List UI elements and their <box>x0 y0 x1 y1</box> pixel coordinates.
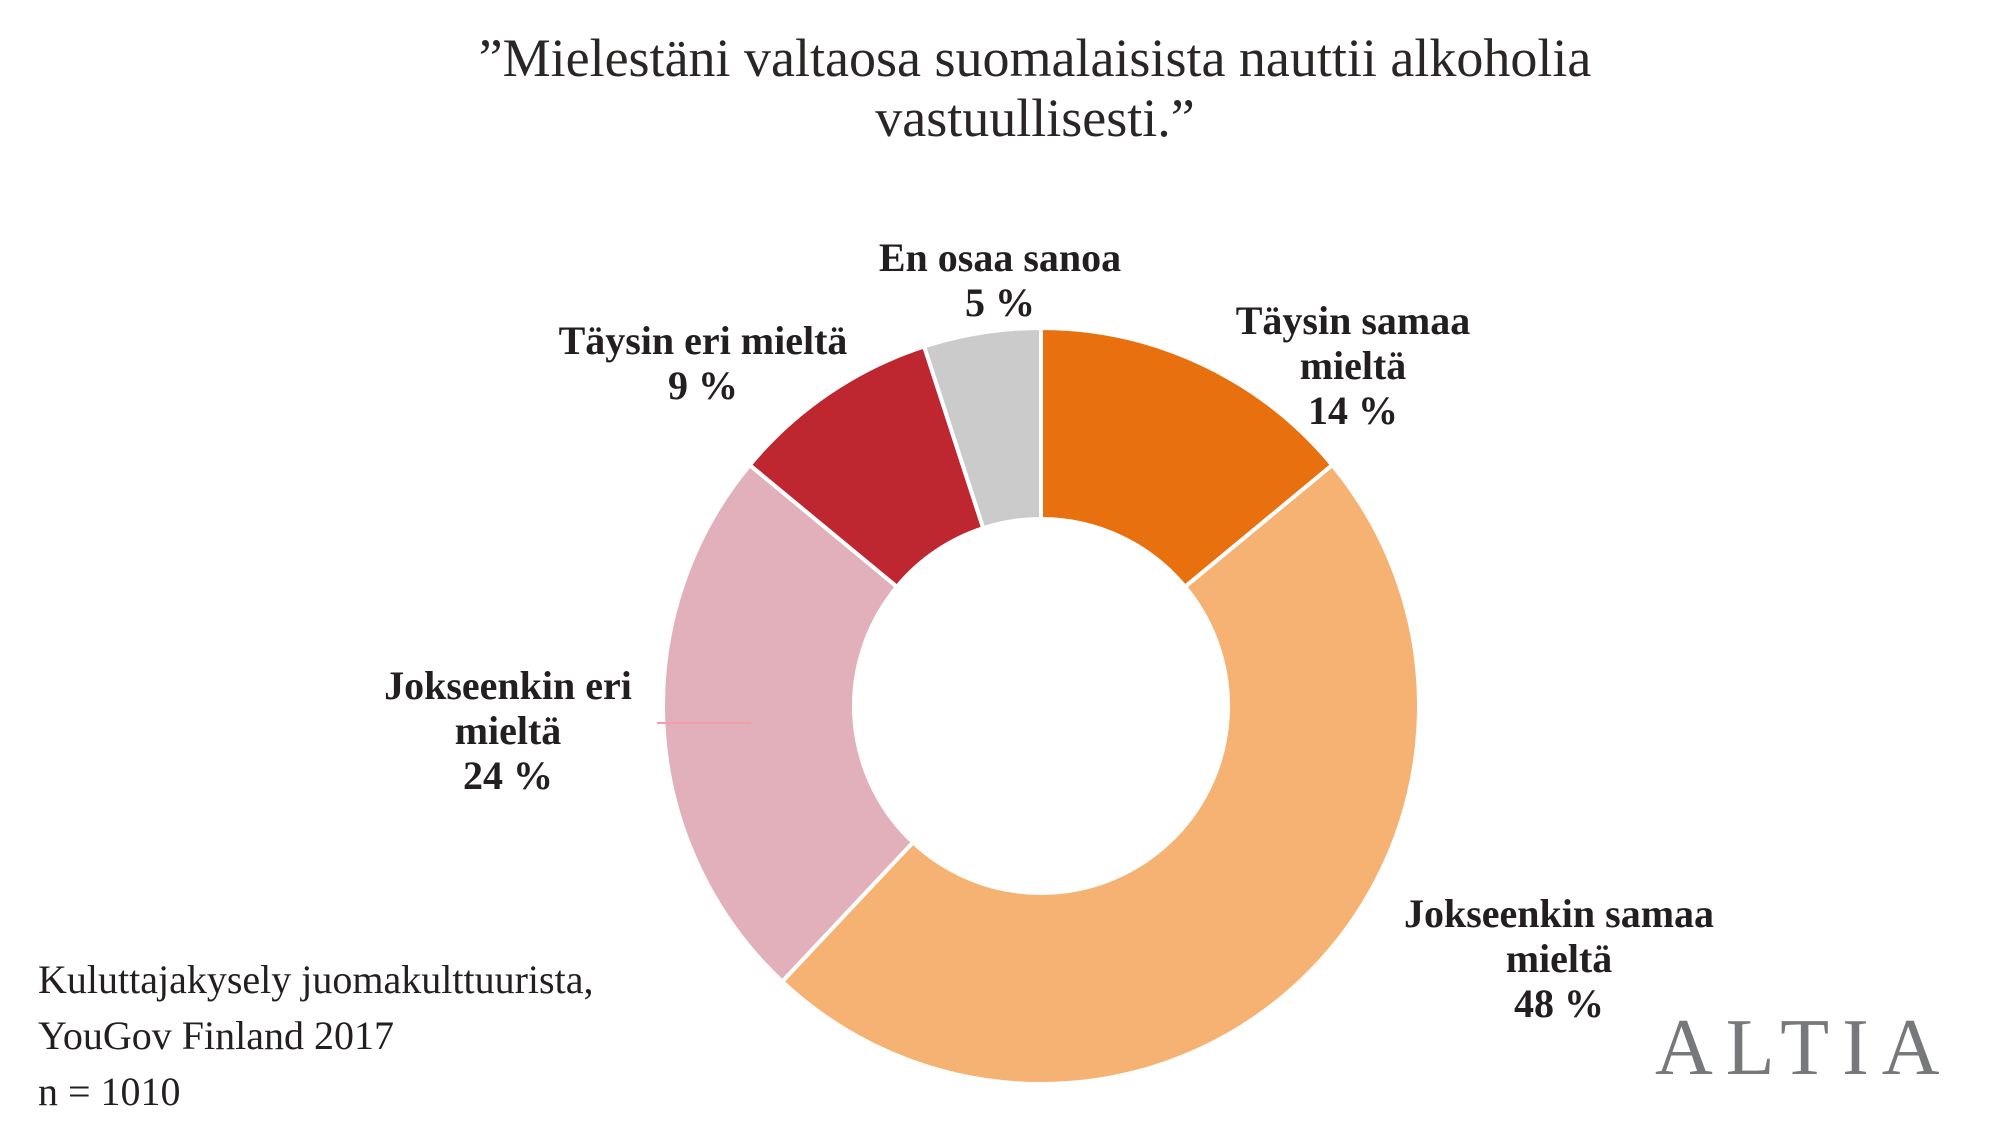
source-note-line1: Kuluttajakysely juomakulttuurista, <box>38 957 594 1002</box>
donut-chart <box>660 325 1422 1087</box>
source-note: Kuluttajakysely juomakulttuurista, YouGo… <box>38 952 593 1120</box>
donut-segment <box>661 462 916 985</box>
callout-taysin-eri-mielta-value: 9 % <box>668 363 738 408</box>
sample-size: n = 1010 <box>38 1069 181 1114</box>
callout-en-osaa-sanoa-label: En osaa sanoa <box>878 235 1122 280</box>
callout-jokseenkin-samaa-mielta: Jokseenkin samaa mieltä 48 % <box>1369 891 1749 1026</box>
leader-line-jokseenkin-eri <box>657 722 751 724</box>
callout-jokseenkin-eri-mielta: Jokseenkin eri mieltä 24 % <box>348 663 668 798</box>
callout-taysin-eri-mielta-label: Täysin eri mieltä <box>558 318 848 363</box>
donut-segment <box>921 325 1043 531</box>
donut-svg <box>661 325 1421 1086</box>
callout-en-osaa-sanoa: En osaa sanoa 5 % <box>800 235 1200 325</box>
source-note-line2: YouGov Finland 2017 <box>38 1013 394 1058</box>
callout-jokseenkin-eri-mielta-label: Jokseenkin eri mieltä <box>384 663 632 753</box>
callout-taysin-eri-mielta: Täysin eri mieltä 9 % <box>503 318 903 408</box>
donut-segment <box>1039 325 1336 590</box>
callout-jokseenkin-samaa-mielta-label: Jokseenkin samaa mieltä <box>1403 891 1715 981</box>
callout-taysin-samaa-mielta: Täysin samaa mieltä 14 % <box>1203 298 1503 433</box>
callout-taysin-samaa-mielta-value: 14 % <box>1308 388 1398 433</box>
altia-logo: ALTIA <box>1655 1004 1953 1092</box>
chart-title-line1: ”Mielestäni valtaosa suomalaisista nautt… <box>478 28 1592 88</box>
donut-segment <box>779 462 1421 1086</box>
chart-title: ”Mielestäni valtaosa suomalaisista nautt… <box>315 28 1755 148</box>
chart-title-line2: vastuullisesti.” <box>875 88 1195 148</box>
callout-en-osaa-sanoa-value: 5 % <box>965 280 1035 325</box>
callout-jokseenkin-eri-mielta-value: 24 % <box>463 753 553 798</box>
callout-taysin-samaa-mielta-label: Täysin samaa mieltä <box>1235 298 1471 388</box>
callout-jokseenkin-samaa-mielta-value: 48 % <box>1514 981 1604 1026</box>
